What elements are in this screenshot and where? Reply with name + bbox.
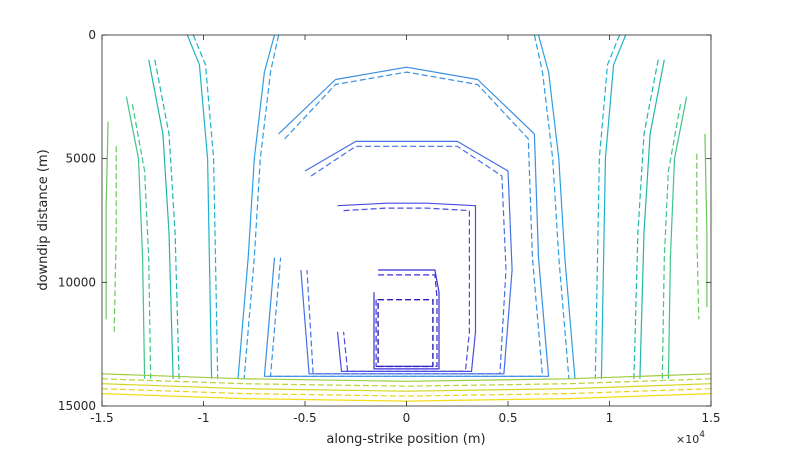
y-axis-label: downdip distance (m) xyxy=(36,149,51,290)
contour-lines xyxy=(101,34,712,402)
x-exponent-label: ×104 xyxy=(676,430,705,446)
x-axis-label: along-strike position (m) xyxy=(326,432,485,447)
contour-solid-8 xyxy=(237,34,276,379)
contour-dashed-19 xyxy=(633,59,659,379)
contour-dashed-3 xyxy=(343,207,470,372)
contour-solid-22 xyxy=(667,96,688,379)
x-tick-label: 1 xyxy=(606,411,614,425)
contour-dashed-21 xyxy=(131,104,152,379)
x-exponent-base: ×10 xyxy=(676,433,699,446)
nucleation-patch-outline xyxy=(377,298,434,368)
nucleation-patch xyxy=(377,298,434,368)
contour-dashed-7 xyxy=(269,71,544,377)
contour-dashed-29 xyxy=(101,378,712,387)
contour-solid-0 xyxy=(373,269,440,370)
y-tick-label: 15000 xyxy=(58,399,96,413)
x-tick-label: 0.5 xyxy=(498,411,517,425)
contour-dashed-31 xyxy=(101,388,712,397)
contour-dashed-1 xyxy=(375,274,438,367)
y-tick-label: 5000 xyxy=(65,152,96,166)
contour-solid-20 xyxy=(125,96,146,379)
y-tick-label: 10000 xyxy=(58,275,96,289)
contour-dashed-13 xyxy=(192,34,219,379)
contour-solid-30 xyxy=(101,383,712,392)
contour-solid-16 xyxy=(148,59,174,379)
axes-background xyxy=(102,35,711,406)
x-tick-label: 1.5 xyxy=(701,411,720,425)
plot-area xyxy=(101,34,712,407)
contour-dashed-23 xyxy=(661,104,682,379)
contour-solid-28 xyxy=(101,373,712,382)
x-tick-label: -0.5 xyxy=(293,411,316,425)
contour-dashed-9 xyxy=(243,34,280,379)
contour-dashed-5 xyxy=(306,145,507,375)
y-axis-ticks: 0 5000 10000 15000 xyxy=(58,28,711,413)
contour-solid-18 xyxy=(639,59,665,379)
contour-dashed-17 xyxy=(154,59,180,379)
contour-dashed-15 xyxy=(594,34,621,379)
contour-solid-10 xyxy=(537,34,576,379)
contour-dashed-25 xyxy=(113,146,117,332)
contour-solid-14 xyxy=(600,34,627,379)
x-axis-ticks: -1.5 -1 -0.5 0 0.5 1 1.5 xyxy=(90,35,721,425)
contour-dashed-11 xyxy=(533,34,570,379)
x-tick-label: -1 xyxy=(198,411,210,425)
contour-solid-12 xyxy=(186,34,213,379)
contour-solid-4 xyxy=(300,140,513,375)
x-exponent-power: 4 xyxy=(699,430,705,440)
y-tick-label: 0 xyxy=(88,28,96,42)
contour-dashed-27 xyxy=(696,153,700,320)
x-tick-label: -1.5 xyxy=(90,411,113,425)
x-tick-label: 0 xyxy=(403,411,411,425)
